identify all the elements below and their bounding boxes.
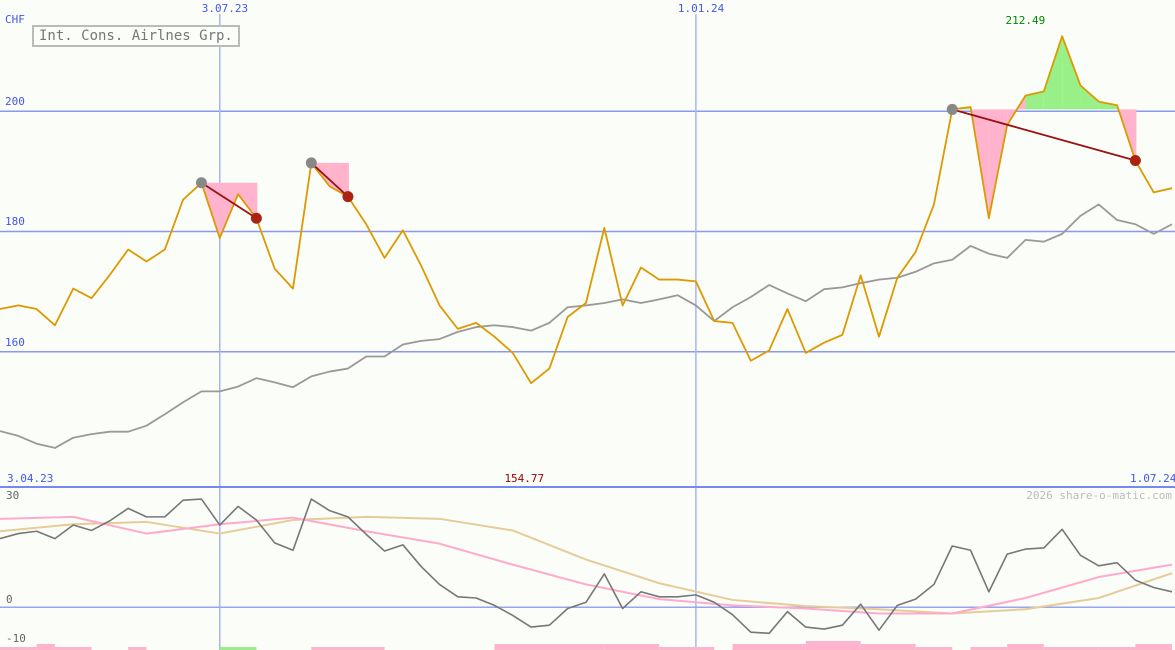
volume-bar xyxy=(970,647,1008,650)
max-price-label: 212.49 xyxy=(1005,14,1046,27)
trade-line xyxy=(952,108,1136,162)
trade-exit-bar xyxy=(255,182,258,219)
trade-fill xyxy=(1098,101,1118,110)
price-tick-200: 200 xyxy=(5,95,25,109)
trade-exit-marker xyxy=(250,212,262,224)
volume-bar xyxy=(494,644,605,650)
price-tick-160: 160 xyxy=(5,335,25,349)
min-price-label: 154.77 xyxy=(504,472,545,485)
trade-fill xyxy=(238,182,257,219)
volume-bar xyxy=(604,644,660,650)
indicator-tick-0: 0 xyxy=(6,593,13,607)
trade-exit-bar xyxy=(1134,109,1137,161)
volume-bar xyxy=(311,647,385,650)
volume-bar xyxy=(805,641,861,650)
indicator-oscillator-line xyxy=(0,498,1173,635)
indicator-tick-minus10: -10 xyxy=(6,632,26,646)
volume-bar xyxy=(915,647,953,650)
trade-entry-marker xyxy=(305,157,317,169)
volume-bar xyxy=(659,647,715,650)
copyright-label: 2026 share-o-matic.com xyxy=(1026,489,1172,502)
trade-line xyxy=(310,162,349,198)
volume-bar xyxy=(1135,644,1172,650)
trade-fill xyxy=(1043,36,1063,110)
volume-bar xyxy=(1043,647,1099,650)
indicator-tick-30: 30 xyxy=(6,489,20,502)
volume-bar xyxy=(54,647,92,650)
volume-bar xyxy=(1007,644,1044,650)
volume-bar xyxy=(732,644,806,650)
volume-bar xyxy=(860,644,916,650)
date-label-start: 3.04.23 xyxy=(7,472,54,485)
trade-fill xyxy=(1080,85,1099,110)
chart-title: Int. Cons. Airlnes Grp. xyxy=(32,25,240,47)
indicator-pink-line xyxy=(0,515,1173,615)
date-label-top-1: 3.07.23 xyxy=(201,2,249,15)
trade-entry-marker xyxy=(195,177,207,189)
volume-bar xyxy=(128,647,147,650)
date-label-end: 1.07.24 xyxy=(1130,472,1175,485)
currency-label: CHF xyxy=(5,13,25,26)
price-tick-180: 180 xyxy=(5,215,25,229)
volume-bar xyxy=(1098,647,1136,650)
trade-line xyxy=(200,182,257,220)
trade-fill xyxy=(1025,91,1044,110)
indicator-tan-line xyxy=(0,515,1173,615)
date-label-top-2: 1.01.24 xyxy=(677,2,725,15)
price-line xyxy=(0,35,1173,385)
trade-entry-marker xyxy=(946,103,958,115)
trade-exit-marker xyxy=(1129,155,1141,167)
trade-exit-marker xyxy=(342,191,354,203)
trade-fill xyxy=(1062,36,1081,110)
volume-bar xyxy=(0,647,37,650)
volume-bar xyxy=(219,647,257,650)
volume-bar xyxy=(36,644,55,650)
benchmark-line xyxy=(0,203,1173,449)
trade-exit-bar xyxy=(346,162,349,197)
